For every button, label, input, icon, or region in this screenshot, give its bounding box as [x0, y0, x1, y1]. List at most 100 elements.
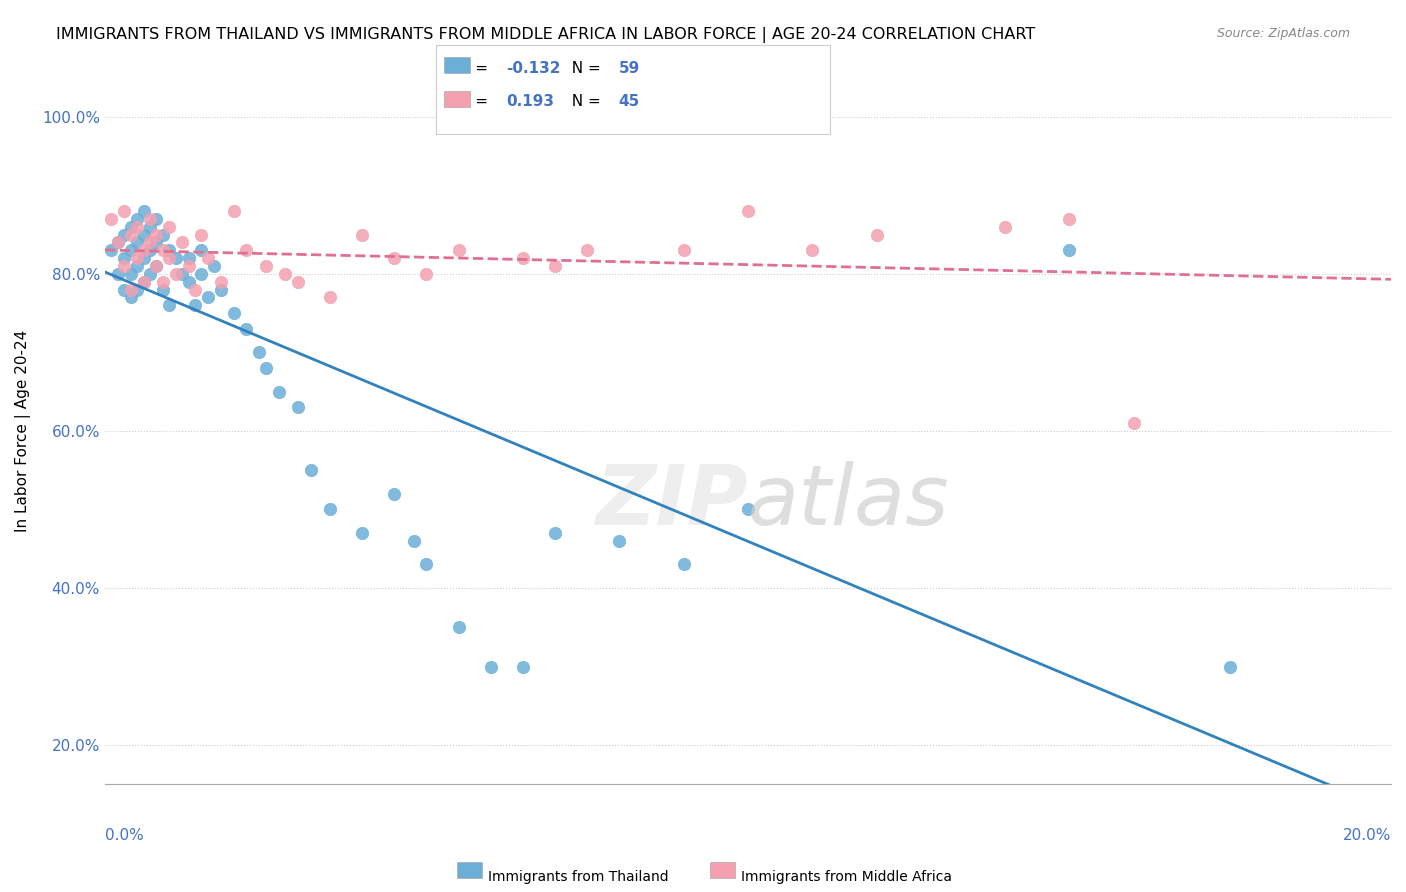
Point	[107, 235, 129, 250]
Text: N =: N =	[562, 61, 606, 76]
Text: N =: N =	[562, 94, 606, 109]
Text: IMMIGRANTS FROM THAILAND VS IMMIGRANTS FROM MIDDLE AFRICA IN LABOR FORCE | AGE 2: IMMIGRANTS FROM THAILAND VS IMMIGRANTS F…	[56, 27, 1035, 43]
Point	[609, 533, 631, 548]
Point	[190, 227, 212, 242]
Point	[107, 235, 129, 250]
Point	[235, 244, 257, 258]
Point	[152, 283, 174, 297]
Text: Source: ZipAtlas.com: Source: ZipAtlas.com	[1216, 27, 1350, 40]
Point	[112, 204, 135, 219]
Point	[157, 219, 180, 234]
Point	[184, 298, 207, 312]
Point	[100, 211, 122, 226]
Text: Immigrants from Middle Africa: Immigrants from Middle Africa	[741, 870, 952, 884]
Point	[209, 275, 232, 289]
Point	[287, 401, 309, 415]
Point	[247, 345, 270, 359]
Point	[139, 235, 162, 250]
Point	[801, 244, 824, 258]
Point	[254, 259, 277, 273]
Text: 20.0%: 20.0%	[1343, 828, 1391, 843]
Point	[672, 244, 695, 258]
Point	[139, 211, 162, 226]
Point	[352, 526, 374, 541]
Text: 45: 45	[619, 94, 640, 109]
Point	[139, 244, 162, 258]
Point	[737, 204, 759, 219]
Point	[447, 620, 470, 634]
Point	[190, 267, 212, 281]
Point	[120, 219, 142, 234]
Point	[145, 235, 167, 250]
Point	[415, 267, 437, 281]
Point	[120, 267, 142, 281]
Point	[157, 244, 180, 258]
Point	[157, 298, 180, 312]
Point	[172, 267, 194, 281]
Point	[165, 251, 187, 265]
Point	[112, 259, 135, 273]
Point	[177, 259, 200, 273]
Point	[184, 283, 207, 297]
Point	[127, 219, 149, 234]
Point	[139, 219, 162, 234]
Point	[447, 244, 470, 258]
Point	[319, 290, 342, 304]
Y-axis label: In Labor Force | Age 20-24: In Labor Force | Age 20-24	[15, 330, 31, 532]
Text: 0.0%: 0.0%	[105, 828, 143, 843]
Point	[544, 259, 567, 273]
Text: atlas: atlas	[748, 461, 949, 542]
Point	[415, 558, 437, 572]
Point	[152, 227, 174, 242]
Text: 59: 59	[619, 61, 640, 76]
Point	[737, 502, 759, 516]
Point	[112, 283, 135, 297]
Point	[145, 227, 167, 242]
Point	[127, 283, 149, 297]
Point	[299, 463, 322, 477]
Point	[267, 384, 290, 399]
Text: ZIP: ZIP	[595, 461, 748, 542]
Point	[177, 251, 200, 265]
Point	[994, 219, 1017, 234]
Point	[120, 283, 142, 297]
Point	[127, 259, 149, 273]
Point	[1059, 244, 1081, 258]
Point	[120, 290, 142, 304]
Text: -0.132: -0.132	[506, 61, 561, 76]
Point	[127, 235, 149, 250]
Point	[132, 227, 155, 242]
Point	[202, 259, 225, 273]
Point	[544, 526, 567, 541]
Point	[107, 267, 129, 281]
Point	[132, 244, 155, 258]
Text: Immigrants from Thailand: Immigrants from Thailand	[488, 870, 668, 884]
Point	[222, 306, 245, 320]
Point	[512, 251, 534, 265]
Point	[190, 244, 212, 258]
Point	[222, 204, 245, 219]
Point	[152, 244, 174, 258]
Point	[576, 244, 599, 258]
Point	[672, 558, 695, 572]
Point	[132, 275, 155, 289]
Point	[127, 211, 149, 226]
Point	[132, 275, 155, 289]
Point	[197, 290, 219, 304]
Point	[100, 244, 122, 258]
Point	[287, 275, 309, 289]
Point	[402, 533, 425, 548]
Point	[112, 251, 135, 265]
Point	[382, 487, 405, 501]
Point	[1219, 659, 1241, 673]
Point	[145, 211, 167, 226]
Point	[177, 275, 200, 289]
Point	[197, 251, 219, 265]
Point	[120, 227, 142, 242]
Text: R =: R =	[450, 61, 492, 76]
Point	[139, 267, 162, 281]
Point	[132, 251, 155, 265]
Point	[1059, 211, 1081, 226]
Point	[382, 251, 405, 265]
Text: R =: R =	[450, 94, 492, 109]
